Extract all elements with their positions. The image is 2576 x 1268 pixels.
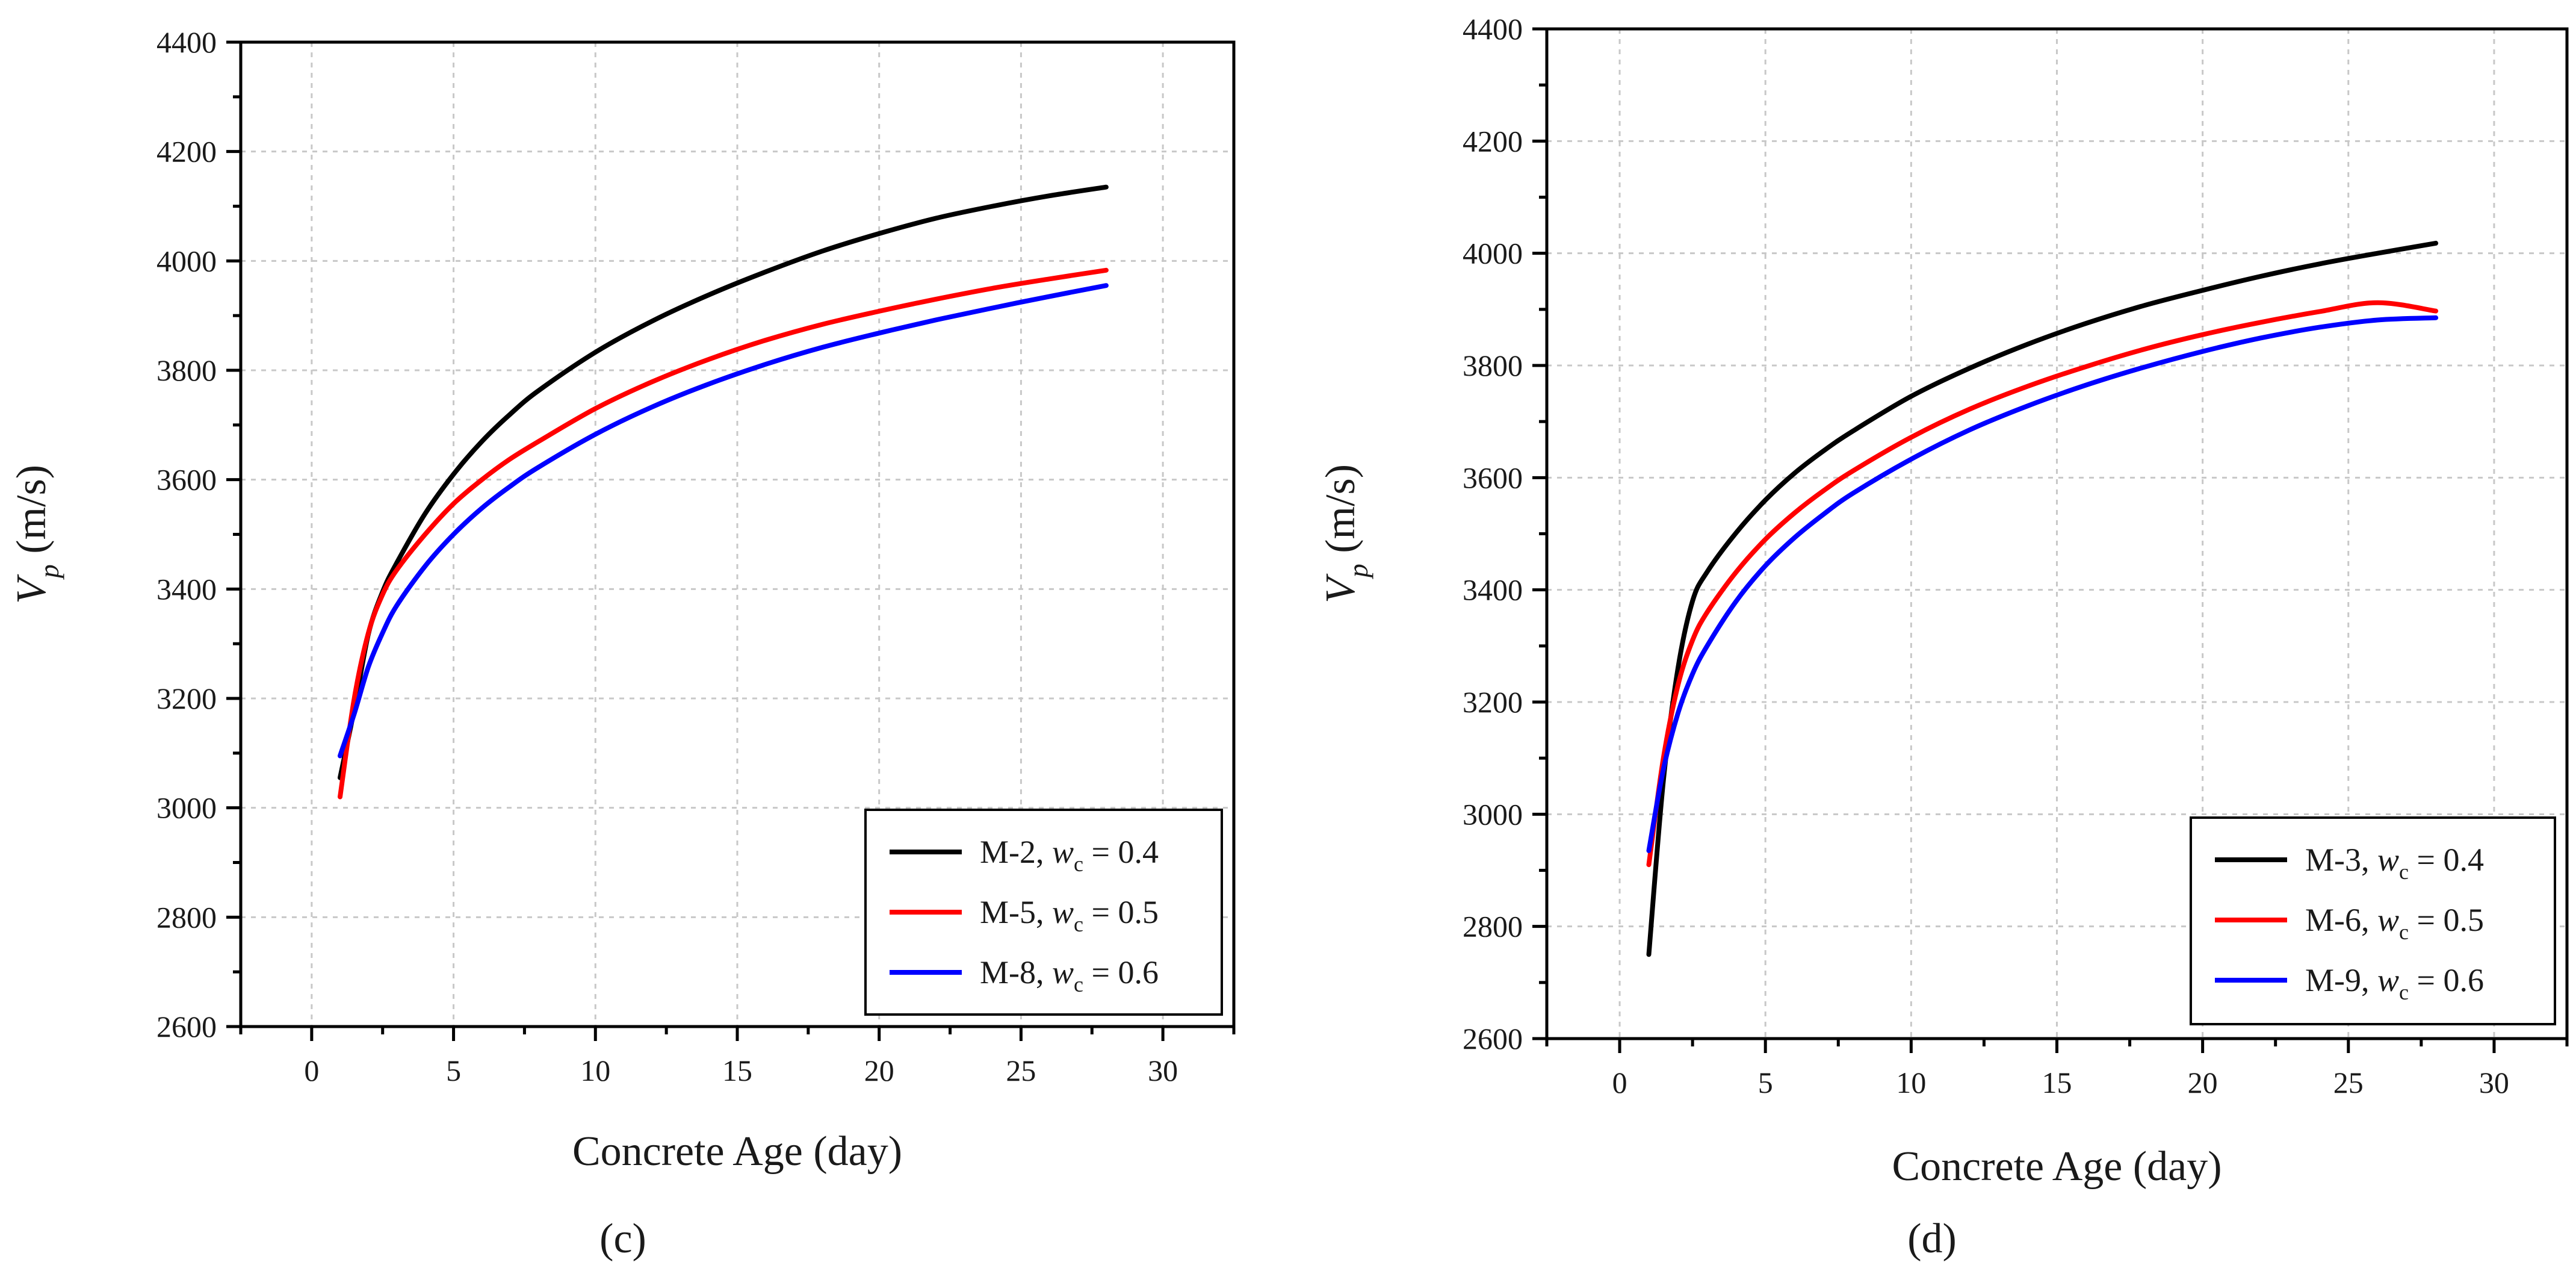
panel-label: (c) [599, 1216, 646, 1262]
x-tick-label: 15 [2042, 1066, 2072, 1099]
legend-label-sub: c [1074, 972, 1083, 996]
y-tick-label: 3000 [1463, 797, 1523, 831]
legend-label-var: w [2377, 842, 2399, 878]
legend-label-2: M-6, wc = 0.5 [2305, 902, 2484, 944]
x-tick-label: 25 [1006, 1054, 1036, 1087]
y-tick-label: 3200 [1463, 685, 1523, 719]
x-tick-label: 15 [722, 1054, 752, 1087]
series-line-1 [1646, 240, 2439, 957]
legend-label-sub: c [2399, 980, 2409, 1004]
legend: M-2, wc = 0.4M-5, wc = 0.5M-8, wc = 0.6 [864, 809, 1223, 1016]
legend-label-suffix: = 0.4 [2409, 842, 2484, 878]
legend-label-var: w [1052, 954, 1074, 990]
x-tick-label: 10 [1896, 1066, 1926, 1099]
y-axis-title-subscript: p [1343, 564, 1373, 579]
legend-label-2: M-5, wc = 0.5 [980, 894, 1159, 936]
x-axis-title: Concrete Age (day) [1892, 1143, 2221, 1190]
legend-label-sub: c [1074, 912, 1083, 936]
y-axis-title-subscript: p [34, 564, 64, 580]
legend-label-prefix: M-6, [2305, 902, 2377, 938]
y-axis-title: Vp (m/s) [1317, 464, 1373, 603]
axis-ticks [226, 40, 1236, 1041]
y-tick-label: 3800 [1463, 349, 1523, 382]
y-tick-label: 2600 [1463, 1022, 1523, 1055]
x-tick-label: 30 [1148, 1054, 1178, 1087]
y-tick-label: 4000 [1463, 237, 1523, 270]
y-tick-label: 3000 [156, 791, 217, 825]
x-tick-label: 25 [2333, 1066, 2364, 1099]
legend-label-prefix: M-5, [980, 894, 1052, 930]
legend-label-suffix: = 0.5 [2409, 902, 2484, 938]
axis-ticks [1532, 27, 2569, 1053]
legend-label-prefix: M-3, [2305, 842, 2377, 878]
x-tick-label: 20 [2188, 1066, 2218, 1099]
y-tick-label: 3600 [156, 463, 217, 497]
y-tick-label: 4400 [1463, 12, 1523, 46]
y-tick-label: 3400 [1463, 573, 1523, 607]
series-line-1 [338, 184, 1109, 780]
legend-label-var: w [2377, 962, 2399, 998]
legend-label-suffix: = 0.6 [1083, 954, 1159, 990]
legend-label-var: w [1052, 834, 1074, 870]
series-line-2 [1646, 300, 2439, 868]
legend-label-prefix: M-9, [2305, 962, 2377, 998]
legend-label-suffix: = 0.4 [1083, 834, 1159, 870]
x-tick-label: 0 [1612, 1066, 1627, 1099]
grid-lines [241, 42, 1234, 1027]
legend-label-1: M-3, wc = 0.4 [2305, 842, 2484, 884]
legend-label-sub: c [1074, 852, 1083, 876]
legend-label-suffix: = 0.6 [2409, 962, 2484, 998]
legend-label-var: w [2377, 902, 2399, 938]
y-tick-label: 3400 [156, 572, 217, 606]
x-tick-label: 10 [580, 1054, 610, 1087]
y-axis-title-symbol: V [1317, 573, 1364, 603]
x-axis-title: Concrete Age (day) [572, 1128, 902, 1175]
y-tick-label: 4200 [1463, 124, 1523, 158]
y-tick-label: 2800 [1463, 910, 1523, 943]
chart-panel-d: 0 5 10 15 20 25 30 2600 2800 3000 3200 3400 3600 3800… [1317, 12, 2569, 1262]
series-line-2 [338, 267, 1109, 800]
legend-label-3: M-9, wc = 0.6 [2305, 962, 2484, 1004]
y-tick-label: 3200 [156, 682, 217, 715]
legend-label-prefix: M-8, [980, 954, 1052, 990]
y-tick-label: 3800 [156, 353, 217, 387]
y-tick-label: 4200 [156, 135, 217, 169]
legend-label-sub: c [2399, 860, 2409, 884]
x-tick-label: 5 [1758, 1066, 1773, 1099]
x-tick-label: 20 [864, 1054, 894, 1087]
legend: M-3, wc = 0.4M-6, wc = 0.5M-9, wc = 0.6 [2190, 816, 2556, 1025]
legend-label-suffix: = 0.5 [1083, 894, 1159, 930]
y-tick-label: 2800 [156, 900, 217, 934]
series-line-3 [1646, 315, 2439, 853]
y-axis-title: Vp (m/s) [8, 465, 64, 604]
legend-label-sub: c [2399, 920, 2409, 944]
x-tick-label: 30 [2479, 1066, 2509, 1099]
chart-panel-c: 0 5 10 15 20 25 30 2600 2800 3000 3200 3400 3600 3800… [8, 25, 1236, 1262]
y-tick-label: 3600 [1463, 461, 1523, 494]
y-tick-label: 4000 [156, 244, 217, 278]
legend-label-prefix: M-2, [980, 834, 1052, 870]
y-tick-label: 4400 [156, 25, 217, 59]
x-tick-label: 0 [304, 1054, 319, 1087]
panel-label: (d) [1907, 1216, 1957, 1262]
legend-label-var: w [1052, 894, 1074, 930]
legend-label-1: M-2, wc = 0.4 [980, 834, 1159, 876]
series-line-3 [338, 283, 1109, 759]
x-tick-label: 5 [446, 1054, 461, 1087]
legend-label-3: M-8, wc = 0.6 [980, 954, 1159, 996]
y-tick-label: 2600 [156, 1010, 217, 1043]
y-axis-title-symbol: V [8, 574, 55, 604]
y-axis-title-unit: (m/s) [1317, 464, 1364, 564]
y-axis-title-unit: (m/s) [8, 465, 55, 564]
